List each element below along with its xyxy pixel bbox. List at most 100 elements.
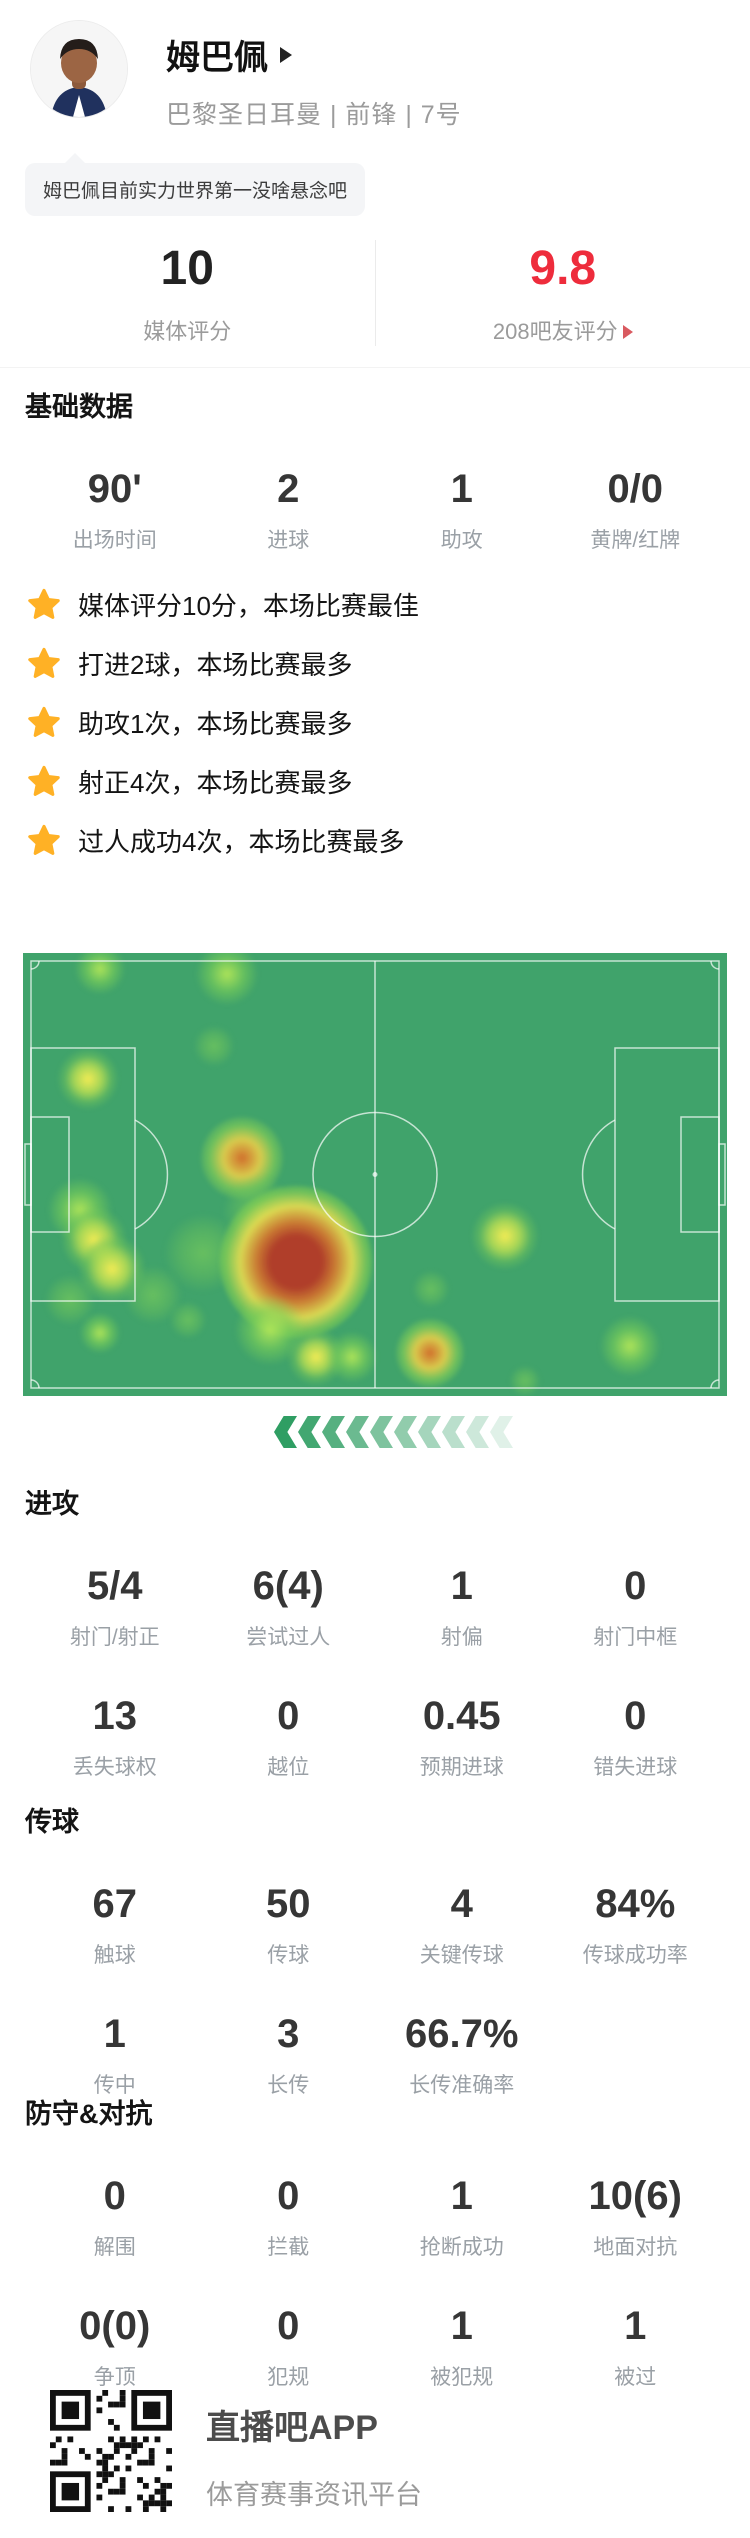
stat-cell: 1 被过: [549, 2303, 723, 2391]
stat-label: 射偏: [440, 1626, 483, 1649]
section-attack: 进攻 5/4 射门/射正 6(4) 尝试过人 1 射偏 0 射门中框 13 丢失球权 0 越位 0.45…: [0, 1482, 750, 1781]
heat-blob: [412, 1270, 450, 1308]
chevron-left-icon: [346, 1416, 369, 1448]
stat-label: 传球成功率: [582, 1944, 688, 1967]
stat-cell: 1 被犯规: [375, 2303, 549, 2391]
stat-cell: 6(4) 尝试过人: [202, 1563, 376, 1651]
stat-label: 射门/射正: [69, 1626, 160, 1649]
avatar[interactable]: [30, 20, 128, 118]
stat-label: 黄牌/红牌: [590, 529, 681, 552]
heatmap: [23, 953, 727, 1396]
stat-cell: 50 传球: [202, 1881, 376, 1969]
chevron-left-icon: [466, 1416, 489, 1448]
stat-cell: 0.45 预期进球: [375, 1693, 549, 1781]
player-subtitle: 巴黎圣日耳曼 | 前锋 | 7号: [166, 101, 462, 129]
stat-label: 进球: [267, 529, 310, 552]
chevron-left-icon: [394, 1416, 417, 1448]
star-icon: [28, 647, 60, 678]
stat-value: 0/0: [607, 467, 664, 511]
stat-label: 尝试过人: [246, 1626, 331, 1649]
player-photo-icon: [31, 21, 127, 117]
stat-value: 10(6): [588, 2174, 682, 2218]
chevron-left-icon: [274, 1416, 297, 1448]
highlight-row: 过人成功4次，本场比赛最多: [0, 811, 750, 870]
ratings-row: 10 媒体评分 9.8 208吧友评分: [0, 240, 750, 346]
stat-cell: 67 触球: [28, 1881, 202, 1969]
stat-cell: 5/4 射门/射正: [28, 1563, 202, 1651]
divider: [0, 367, 750, 368]
stat-value: 6(4): [252, 1564, 324, 1608]
highlight-row: 助攻1次，本场比赛最多: [0, 693, 750, 752]
stat-value: 1: [624, 2304, 647, 2348]
stat-cell: 4 关键传球: [375, 1881, 549, 1969]
stat-label: 争顶: [93, 2366, 136, 2389]
stat-value: 4: [450, 1882, 473, 1926]
player-name: 姆巴佩: [166, 39, 268, 77]
heat-blob: [58, 1049, 118, 1109]
stat-value: 67: [92, 1882, 138, 1926]
chevron-right-icon: [622, 325, 633, 339]
stat-value: 0: [277, 2304, 300, 2348]
stat-cell: 90' 出场时间: [28, 466, 202, 554]
section-passing: 传球 67 触球 50 传球 4 关键传球 84% 传球成功率 1 传中 3 长传 66.7% 长传准确率: [0, 1800, 750, 2099]
pitch-lines: [24, 960, 726, 1389]
stat-cell: 13 丢失球权: [28, 1693, 202, 1781]
chevron-left-icon: [322, 1416, 345, 1448]
section-basic: 基础数据 90' 出场时间 2 进球 1 助攻 0/0 黄牌/红牌: [0, 385, 750, 554]
stat-label: 错失进球: [593, 1756, 678, 1779]
fans-rating[interactable]: 9.8 208吧友评分: [376, 240, 750, 346]
stat-label: 触球: [93, 1944, 136, 1967]
stat-label: 助攻: [440, 529, 483, 552]
stat-value: 1: [450, 467, 473, 511]
player-name-row[interactable]: 姆巴佩: [166, 30, 462, 79]
stat-value: 66.7%: [405, 2012, 519, 2056]
defense-stat-grid: 0 解围 0 拦截 1 抢断成功 10(6) 地面对抗 0(0) 争顶 0 犯规 1 被犯规 1 被过: [0, 2131, 750, 2391]
stat-value: 1: [450, 2174, 473, 2218]
basic-stat-grid: 90' 出场时间 2 进球 1 助攻 0/0 黄牌/红牌: [0, 424, 750, 554]
stat-value: 5/4: [86, 1564, 143, 1608]
stat-label: 传中: [93, 2074, 136, 2097]
app-name: 直播吧APP: [206, 2409, 378, 2447]
highlight-list: 媒体评分10分，本场比赛最佳 打进2球，本场比赛最多 助攻1次，本场比赛最多 射正4次…: [0, 575, 750, 870]
stat-value: 90': [87, 467, 142, 511]
highlight-text: 媒体评分10分，本场比赛最佳: [78, 591, 419, 621]
star-icon: [28, 824, 60, 855]
stat-label: 长传准确率: [409, 2074, 515, 2097]
stat-value: 0: [624, 1694, 647, 1738]
stat-value: 2: [277, 467, 300, 511]
stat-label: 犯规: [267, 2366, 310, 2389]
media-rating-label: 媒体评分: [143, 319, 232, 344]
section-title: 进攻: [25, 1489, 79, 1519]
media-rating: 10 媒体评分: [0, 240, 376, 346]
stat-value: 1: [103, 2012, 126, 2056]
media-rating-value: 10: [160, 242, 214, 295]
stat-value: 0: [103, 2174, 126, 2218]
stat-cell: 0 错失进球: [549, 1693, 723, 1781]
stat-value: 50: [266, 1882, 311, 1926]
stat-cell: 84% 传球成功率: [549, 1881, 723, 1969]
attack-direction-arrows-icon: [273, 1416, 513, 1448]
player-header: 姆巴佩 巴黎圣日耳曼 | 前锋 | 7号: [30, 20, 462, 131]
qr-code: [50, 2390, 172, 2512]
stat-cell: 3 长传: [202, 2011, 376, 2099]
chevron-left-icon: [442, 1416, 465, 1448]
highlight-text: 助攻1次，本场比赛最多: [78, 709, 353, 739]
stat-label: 越位: [267, 1756, 310, 1779]
stat-value: 0.45: [422, 1694, 501, 1738]
chevron-left-icon: [298, 1416, 321, 1448]
fans-rating-value: 9.8: [529, 242, 597, 295]
star-icon: [28, 765, 60, 796]
stat-cell: 1 传中: [28, 2011, 202, 2099]
section-defense: 防守&对抗 0 解围 0 拦截 1 抢断成功 10(6) 地面对抗 0(0) 争顶 0 犯规 1 被犯规 1…: [0, 2092, 750, 2391]
stat-value: 1: [450, 2304, 473, 2348]
stat-label: 地面对抗: [593, 2236, 678, 2259]
stat-value: 1: [450, 1564, 473, 1608]
stat-cell: 0 拦截: [202, 2173, 376, 2261]
stat-cell: 1 助攻: [375, 466, 549, 554]
section-title: 基础数据: [25, 392, 133, 422]
heat-blob: [193, 1025, 235, 1067]
heat-blob: [509, 1365, 541, 1396]
star-icon: [28, 588, 60, 619]
highlight-text: 打进2球，本场比赛最多: [78, 650, 353, 680]
